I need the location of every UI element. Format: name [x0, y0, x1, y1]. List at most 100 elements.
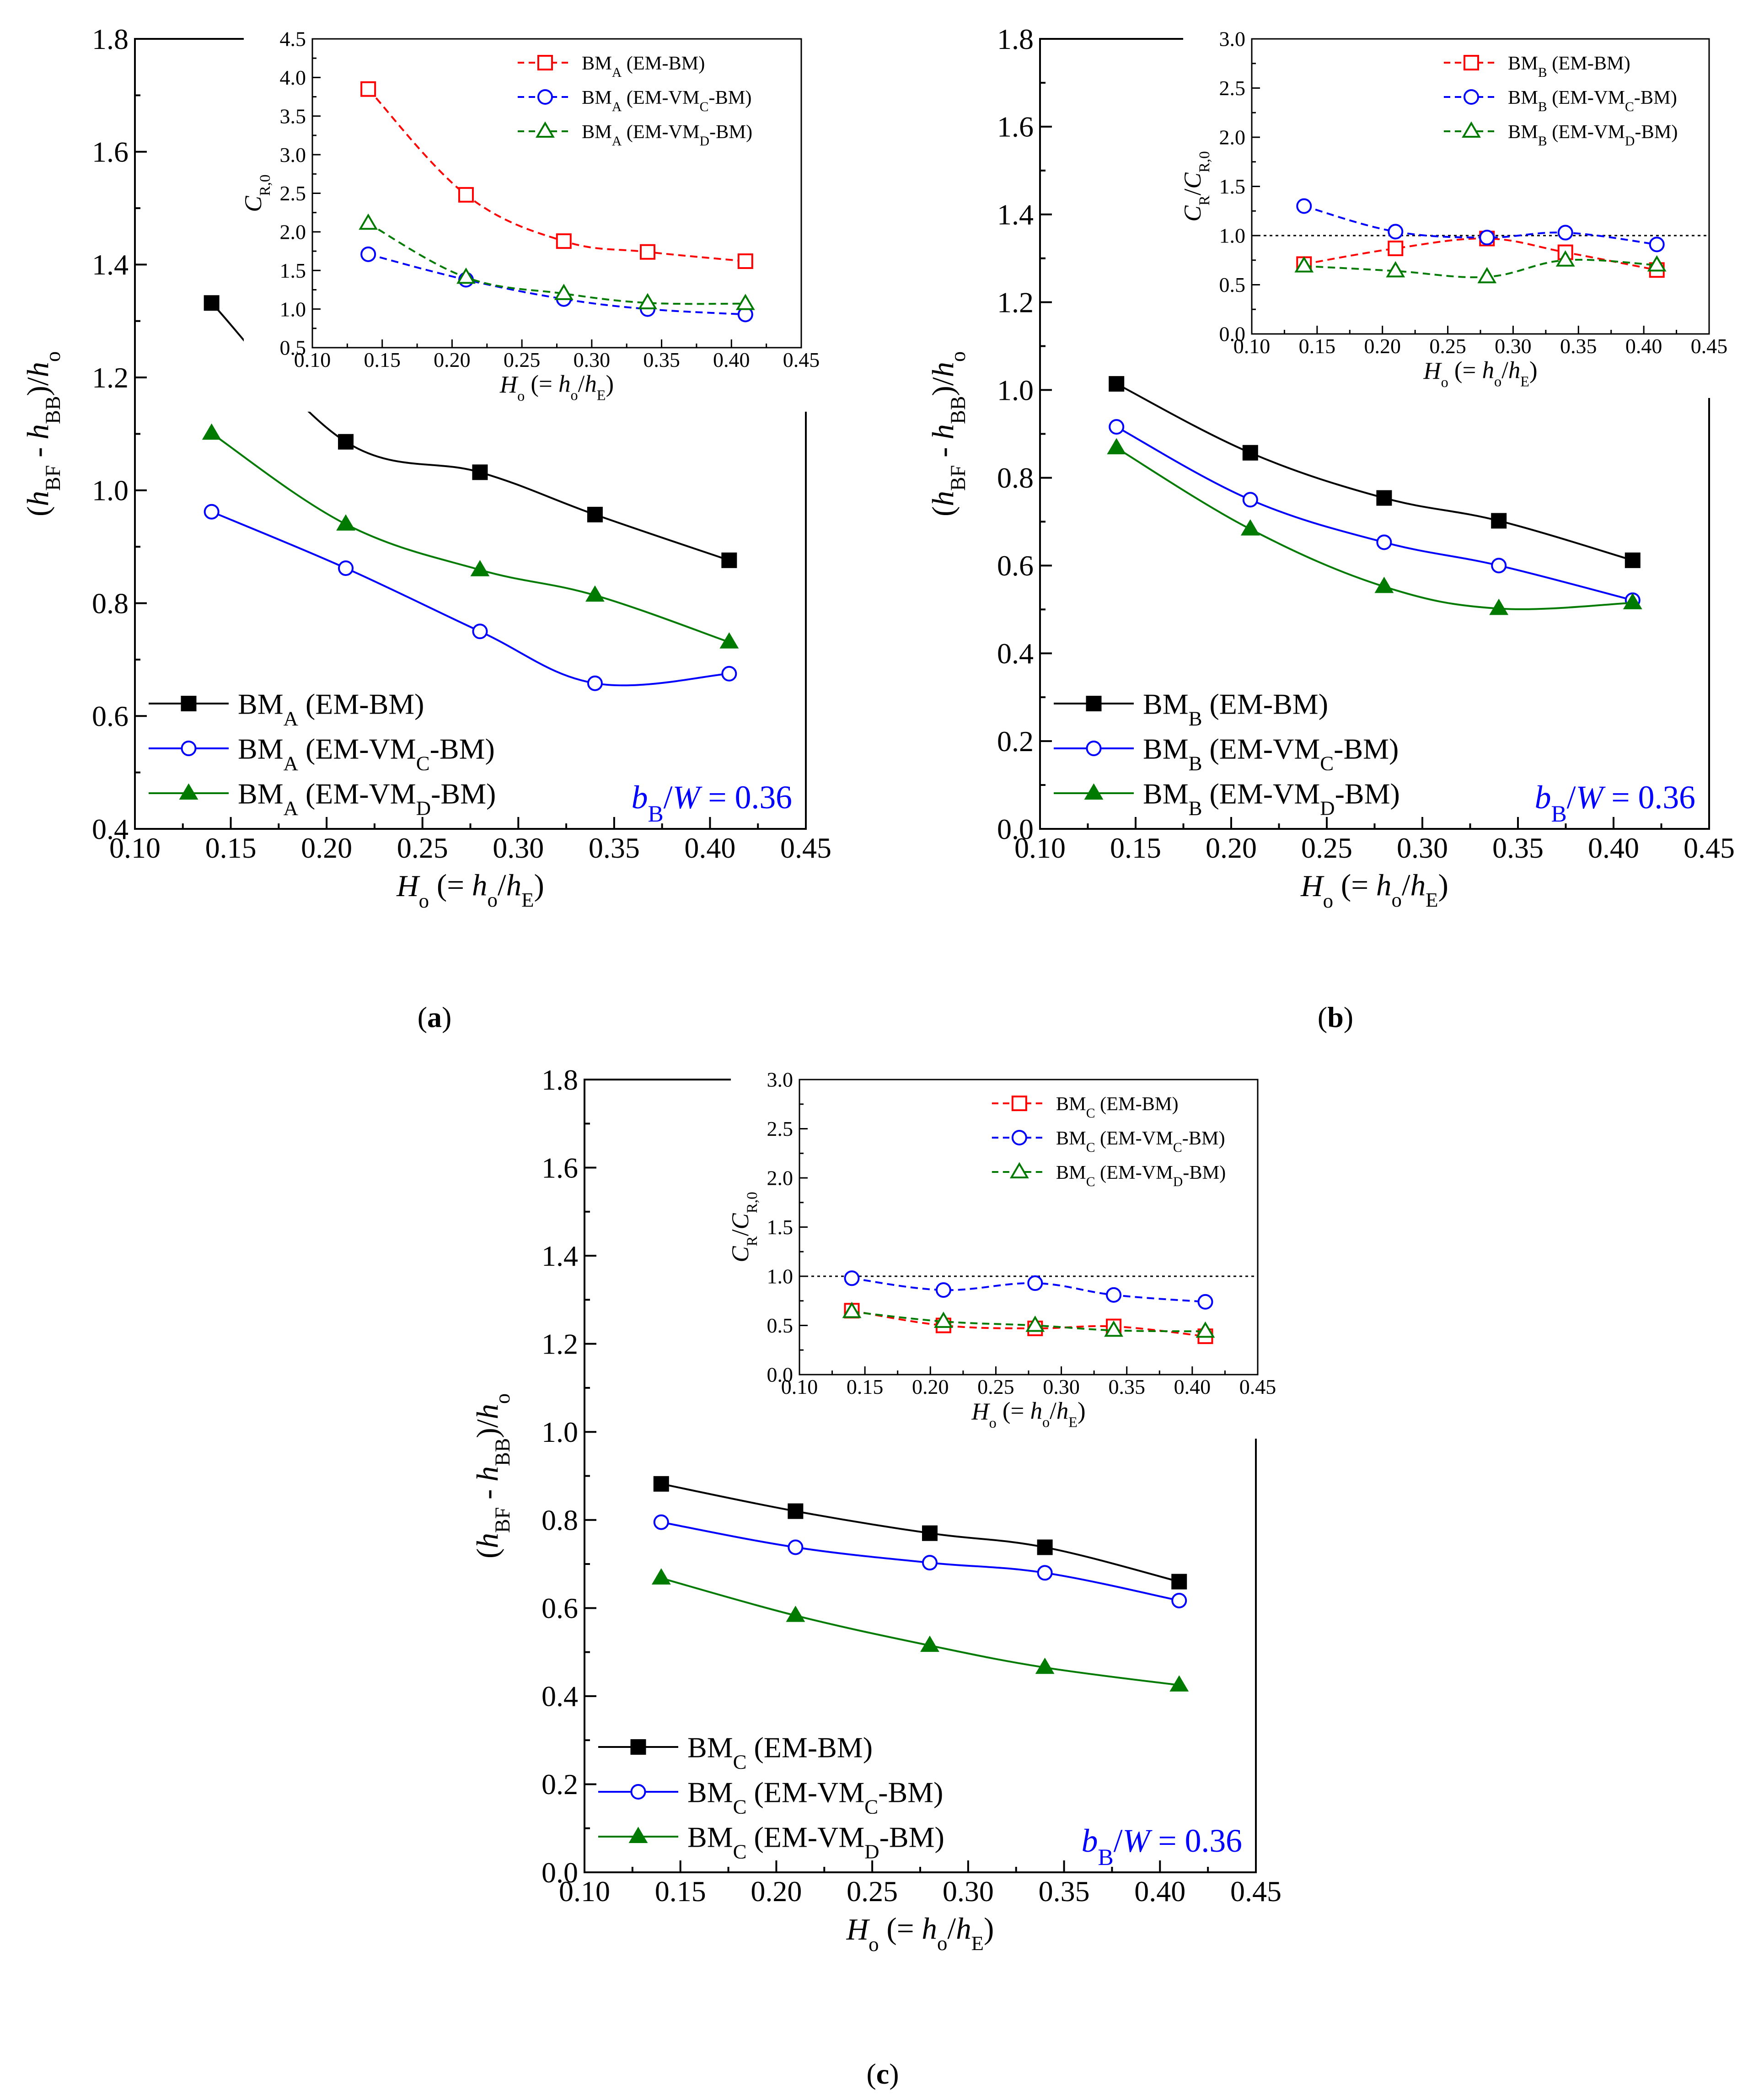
data-point-c-inset-2-4: [1196, 1321, 1215, 1338]
y-tick-label-b-main: 1.8: [997, 23, 1034, 55]
y-tick-label-b-inset: 0.0: [1219, 322, 1246, 346]
chart-b-main: 0.10 0.15 0.20 0.25 0.30 0.35 0.40 0.45 0.0 0.2 0.…: [926, 23, 1735, 912]
panel-label-a: (a): [418, 1001, 452, 1033]
legend-text-part: (EM-BM): [1202, 688, 1328, 720]
x-tick-label-a-main: 0.15: [205, 832, 257, 864]
series-c-main-0: [653, 1476, 1187, 1590]
y-tick-label-c-inset: 1.5: [767, 1215, 794, 1239]
data-point-c-inset-1-2: [1027, 1275, 1043, 1291]
x-axis-label-part: ): [606, 371, 614, 397]
legend-text-part: BM: [238, 688, 284, 720]
chart-c-inset: 0.10 0.15 0.20 0.25 0.30 0.35 0.40 0.45 0.0 0.5 1.…: [727, 1068, 1276, 1439]
x-axis-label-sub: o: [989, 1414, 997, 1431]
data-point-a-main-0-3: [587, 506, 603, 522]
legend-text-sub: C: [733, 1840, 747, 1863]
y-tick-label-b-inset: 1.0: [1219, 224, 1246, 247]
y-axis-label-a-main: (hBF - hBB)/ho: [21, 351, 64, 516]
data-point-a-inset-0-4: [737, 253, 753, 269]
legend-entry-b-inset-2: BMB (EM-VMD-BM): [1508, 121, 1678, 149]
legend-text-sub: B: [1538, 134, 1547, 149]
x-axis-label-part: /: [498, 868, 506, 902]
legend-text-sub: C: [700, 100, 709, 114]
y-tick-label-a-inset: 0.5: [280, 336, 306, 360]
y-tick-label-c-inset: 1.0: [767, 1265, 794, 1288]
x-axis-label-sub: E: [521, 888, 534, 911]
x-axis-label-part: h: [1376, 868, 1392, 902]
x-tick-label-b-main: 0.10: [1014, 832, 1066, 864]
data-point-c-inset-2-0: [842, 1301, 862, 1318]
x-axis-label-part: h: [1508, 357, 1520, 383]
data-point-b-main-1-2: [1376, 534, 1392, 550]
y-axis-label-part: h: [21, 362, 55, 377]
data-point-a-main-2-3: [585, 585, 605, 602]
x-tick-label-c-inset: 0.25: [977, 1375, 1014, 1398]
data-point-b-main-1-3: [1491, 558, 1507, 574]
data-point-c-inset-1-4: [1197, 1294, 1213, 1310]
x-axis-label-sub: E: [1426, 888, 1438, 911]
data-point-a-main-0-2: [472, 464, 488, 480]
x-axis-label-sub: E: [971, 1932, 984, 1955]
legend-text-sub: A: [612, 100, 622, 114]
data-point-c-main-2-4: [1169, 1675, 1189, 1692]
x-tick-label-a-main: 0.10: [109, 832, 161, 864]
x-tick-label-b-inset: 0.30: [1495, 334, 1532, 358]
y-axis-label-part: C: [727, 1213, 754, 1230]
series-b-inset-1: [1296, 198, 1665, 253]
data-point-a-inset-1-0: [360, 246, 376, 262]
legend-text-part: -BM): [1335, 777, 1400, 810]
y-tick-label-c-inset: 0.0: [767, 1363, 794, 1387]
y-tick-label-a-main: 0.8: [92, 587, 129, 619]
data-point-b-inset-0-1: [1388, 240, 1404, 256]
x-axis-label-part: H: [1423, 358, 1442, 384]
legend-text-part: -BM): [878, 1776, 943, 1808]
y-axis-label-sub: R,0: [744, 1192, 761, 1213]
data-point-c-inset-1-0: [844, 1270, 860, 1286]
x-axis-label-sub: E: [1068, 1413, 1078, 1430]
x-tick-label-b-main: 0.35: [1492, 832, 1544, 864]
data-point-b-inset-2-3: [1555, 250, 1575, 267]
legend-text-part: BM: [582, 53, 612, 74]
y-axis-label-sub: R: [744, 1236, 761, 1246]
data-point-c-main-1-1: [788, 1539, 804, 1555]
data-point-a-main-1-4: [721, 666, 737, 682]
annotation-sub: B: [648, 801, 664, 827]
legend-text-part: -BM): [1183, 1162, 1226, 1183]
x-tick-label-a-inset: 0.25: [504, 348, 541, 371]
legend-text-part: BM: [1143, 732, 1189, 765]
chart-a-main: 0.10 0.15 0.20 0.25 0.30 0.35 0.40 0.45 0.4 0.6 0.…: [21, 23, 831, 912]
data-point-c-main-2-1: [786, 1606, 805, 1622]
series-a-inset-2: [359, 213, 755, 310]
legend-text-sub: B: [1189, 707, 1202, 730]
y-axis-label-part: /: [1180, 188, 1206, 195]
y-tick-label-a-inset: 4.0: [280, 66, 306, 89]
data-point-c-main-0-3: [1037, 1539, 1053, 1555]
y-axis-label-sub: R: [1196, 195, 1213, 205]
legend-text-part: (EM-VM: [1202, 732, 1320, 765]
y-axis-label-sub: o: [491, 1393, 514, 1404]
legend-text-sub: A: [612, 134, 622, 149]
series-b-main-2: [1107, 438, 1642, 615]
legend-text-part: BM: [1508, 87, 1538, 108]
y-axis-label-part: C: [1180, 205, 1206, 222]
x-tick-label-a-inset: 0.35: [643, 348, 680, 371]
x-axis-label-part: h: [506, 868, 522, 902]
annotation-part: b: [632, 779, 648, 816]
y-axis-label-a-inset: CR,0: [240, 174, 273, 212]
legend-entry-a-inset-0: BMA (EM-BM): [582, 53, 705, 80]
y-tick-label-a-inset: 1.0: [280, 297, 306, 321]
y-tick-label-c-main: 1.0: [542, 1416, 578, 1448]
x-tick-label-c-main: 0.15: [655, 1875, 706, 1908]
y-axis-label-part: (: [926, 506, 960, 516]
x-tick-label-c-inset: 0.35: [1108, 1375, 1145, 1398]
x-tick-label-b-main: 0.15: [1110, 832, 1161, 864]
annotation-part: = 0.36: [700, 779, 792, 816]
x-tick-label-c-main: 0.10: [559, 1875, 610, 1908]
legend-text-sub: C: [1320, 752, 1334, 774]
legend-entry-a-inset-1: BMA (EM-VMC-BM): [582, 87, 751, 114]
legend-text-part: (EM-VM: [1547, 121, 1625, 143]
x-tick-label-a-main: 0.35: [589, 832, 640, 864]
data-point-b-main-2-3: [1489, 598, 1509, 615]
legend-marker-c-inset-2: [1009, 1162, 1029, 1178]
y-axis-label-c-main: (hBF - hBB)/ho: [470, 1393, 514, 1559]
